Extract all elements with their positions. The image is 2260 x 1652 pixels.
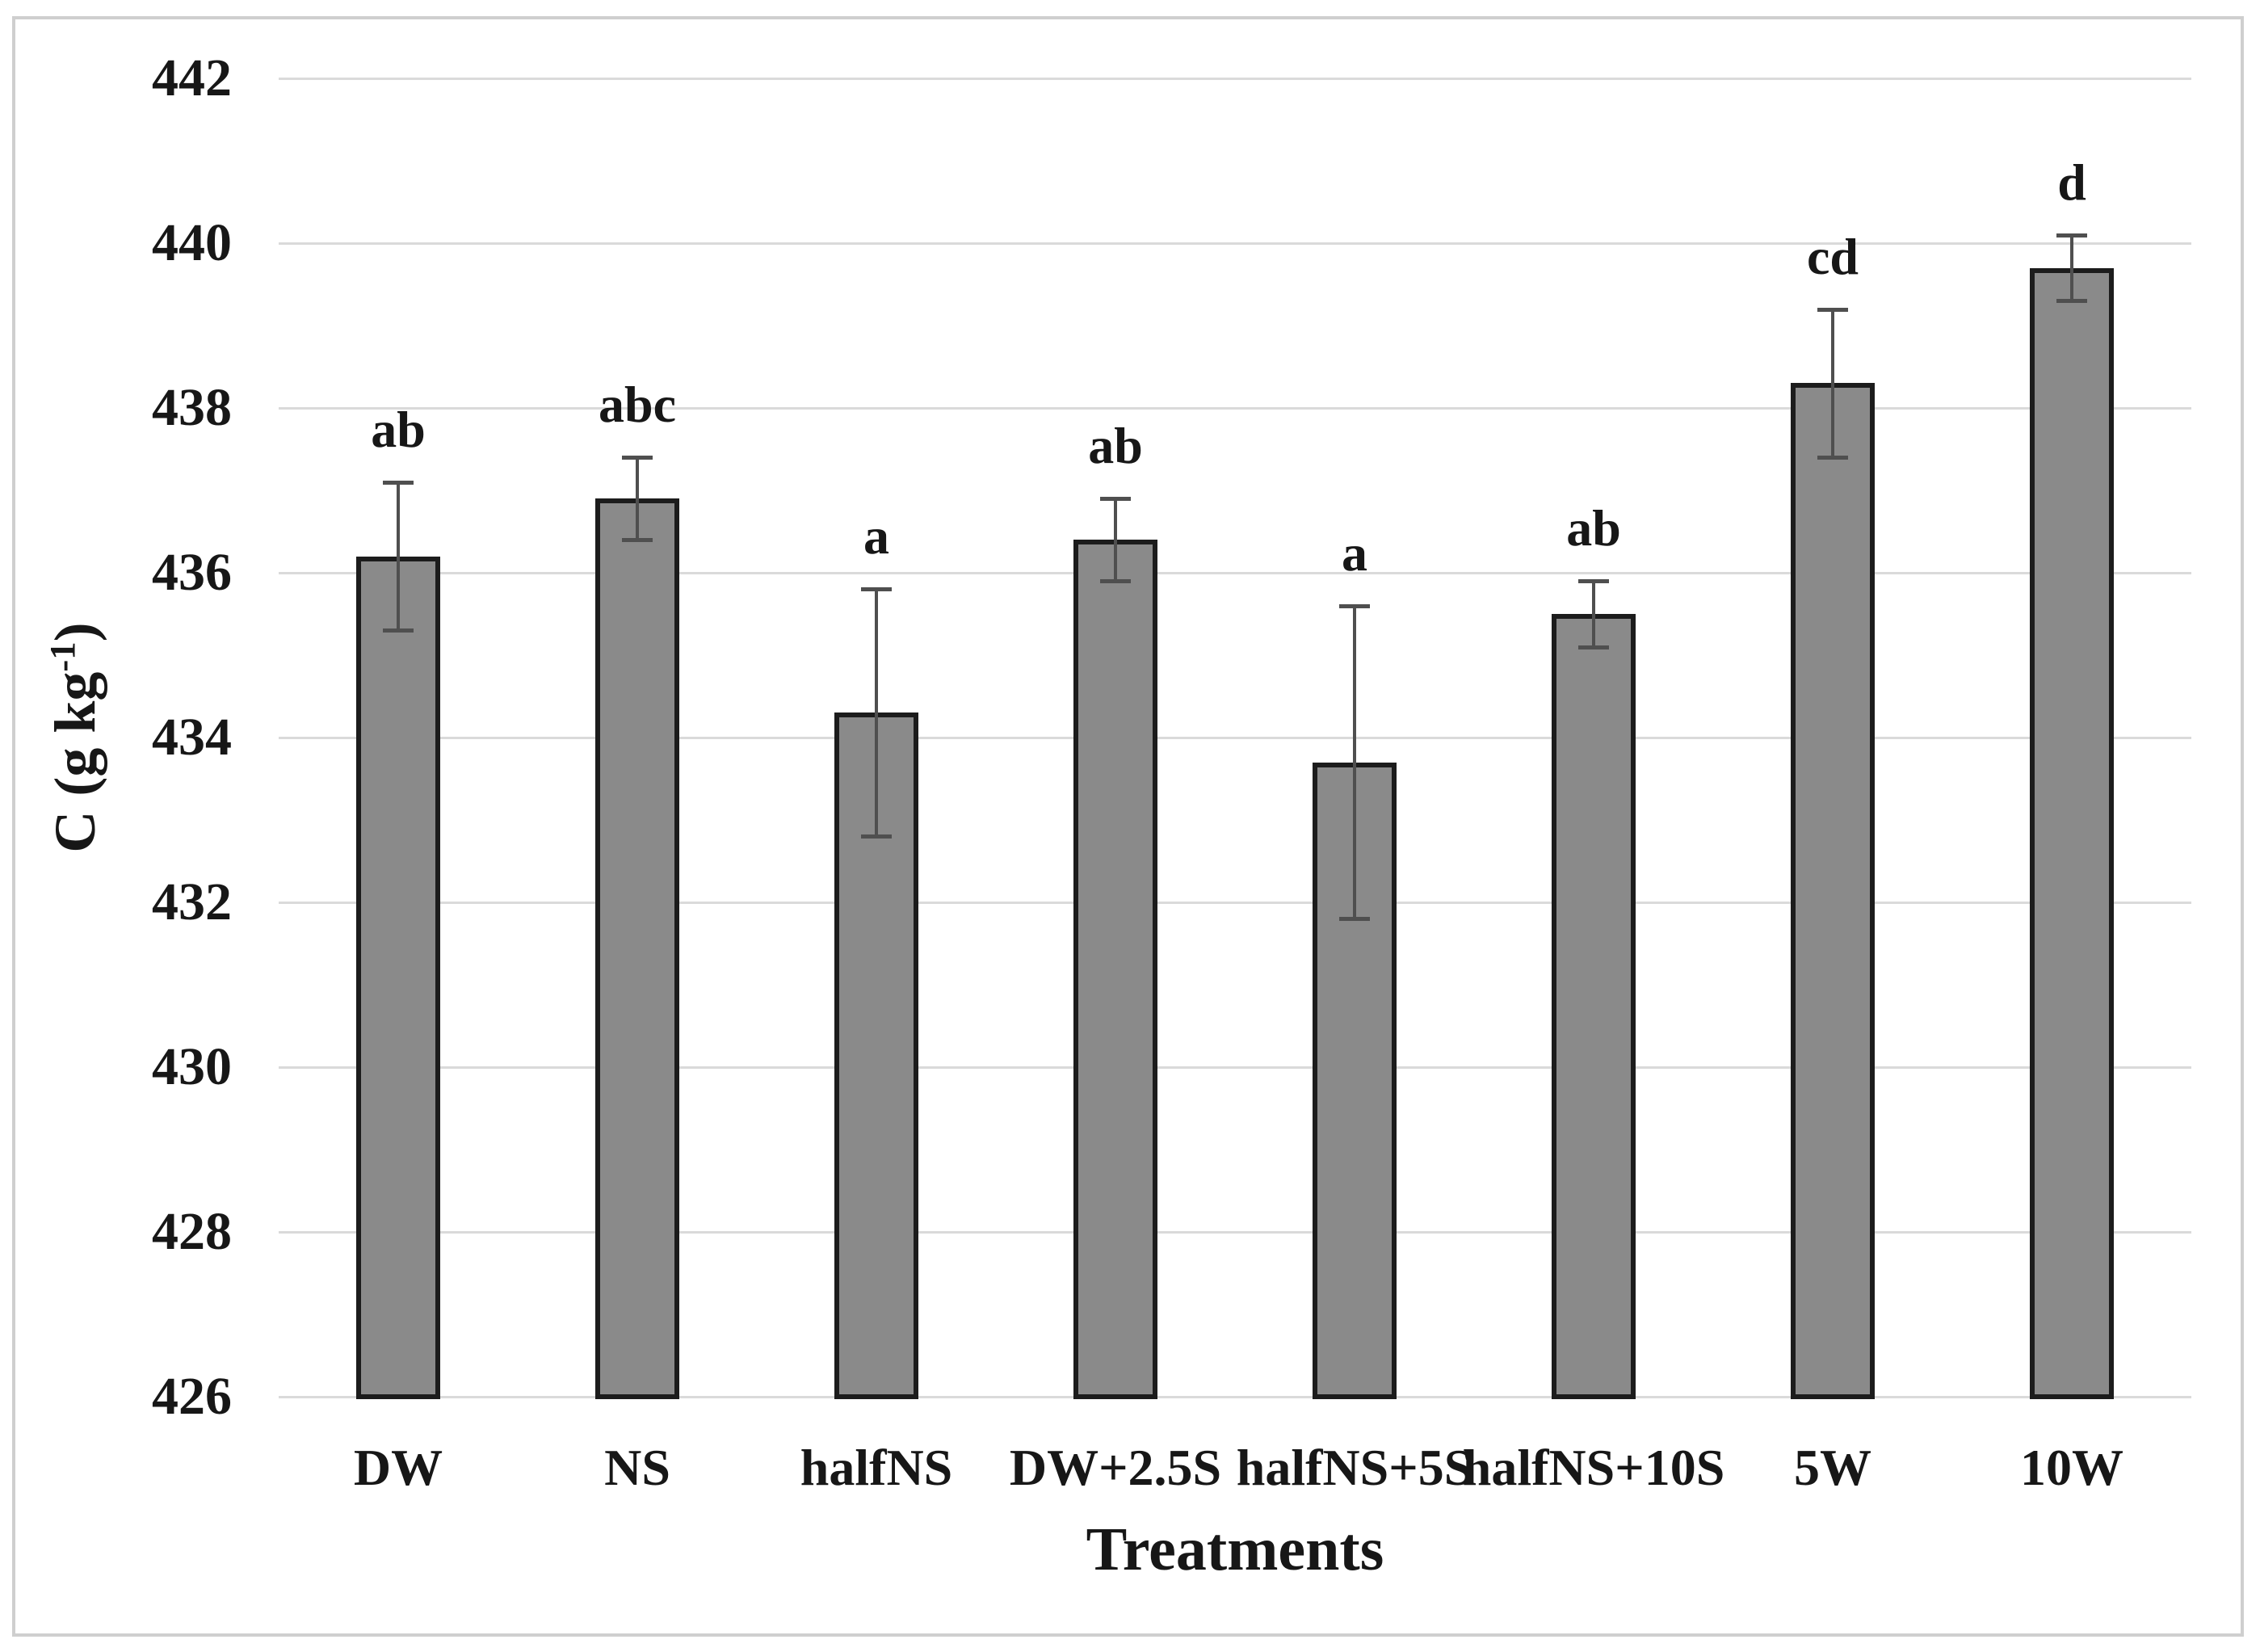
gridline [279,242,2191,245]
error-bar-cap-top [1578,579,1609,584]
error-bar-cap-top [1339,603,1370,608]
bar [1313,762,1397,1399]
x-tick-label: halfNS [800,1439,953,1496]
x-tick-label: halfNS+5S [1236,1439,1473,1496]
bar [834,713,918,1399]
gridline [279,572,2191,574]
sig-letter: ab [1566,499,1621,557]
sig-letter: abc [599,376,676,434]
y-tick-label: 430 [152,1037,232,1096]
sig-letter: a [1342,523,1367,582]
bar [595,498,679,1399]
error-bar-cap-bottom [1578,645,1609,649]
y-tick-label: 432 [152,872,232,931]
gridline [279,1231,2191,1234]
error-bar-cap-bottom [1100,579,1131,584]
error-bar-line [1114,498,1117,582]
y-tick-label: 428 [152,1202,232,1261]
bar [1791,383,1875,1399]
error-bar-line [1353,605,1356,919]
error-bar-line [636,457,639,540]
bar [1073,540,1157,1399]
x-tick-label: halfNS+10S [1462,1439,1725,1496]
sig-letter: a [863,507,889,565]
error-bar-line [1831,309,1834,458]
error-bar-line [397,481,400,631]
error-bar-cap-bottom [622,538,653,543]
sig-letter: d [2057,153,2086,211]
y-axis-title-close: ) [43,622,107,642]
error-bar-cap-bottom [1817,456,1848,460]
x-tick-label: 10W [2020,1439,2123,1496]
error-bar-cap-top [622,456,653,460]
error-bar-cap-top [2056,233,2087,238]
y-tick-label: 438 [152,378,232,437]
gridline [279,902,2191,904]
error-bar-cap-top [861,587,892,592]
y-tick-label: 436 [152,543,232,602]
gridline [279,78,2191,80]
error-bar-cap-top [1817,307,1848,312]
y-tick-label: 426 [152,1367,232,1426]
error-bar-cap-bottom [2056,299,2087,304]
x-tick-label: 5W [1794,1439,1871,1496]
error-bar-cap-bottom [861,834,892,839]
gridline [279,407,2191,410]
gridline [279,1396,2191,1398]
bar [1552,614,1636,1399]
error-bar-line [2070,234,2073,301]
bar [356,556,440,1399]
error-bar-cap-bottom [1339,917,1370,922]
y-tick-label: 440 [152,213,232,272]
y-axis-title-superscript: -1 [42,641,82,672]
x-axis-title: Treatments [1086,1515,1384,1583]
plot-area [279,78,2191,1399]
bar [2030,267,2114,1399]
sig-letter: ab [371,400,426,458]
gridline [279,1066,2191,1069]
x-tick-label: DW [353,1439,443,1496]
x-tick-label: NS [604,1439,670,1496]
error-bar-cap-top [383,480,414,485]
error-bar-line [1592,581,1595,647]
y-tick-label: 442 [152,48,232,107]
error-bar-cap-top [1100,497,1131,502]
sig-letter: ab [1088,417,1143,475]
error-bar-cap-bottom [383,628,414,633]
sig-letter: cd [1807,227,1859,285]
y-tick-label: 434 [152,708,232,767]
error-bar-line [875,589,878,837]
gridline [279,737,2191,739]
x-tick-label: DW+2.5S [1009,1439,1222,1496]
